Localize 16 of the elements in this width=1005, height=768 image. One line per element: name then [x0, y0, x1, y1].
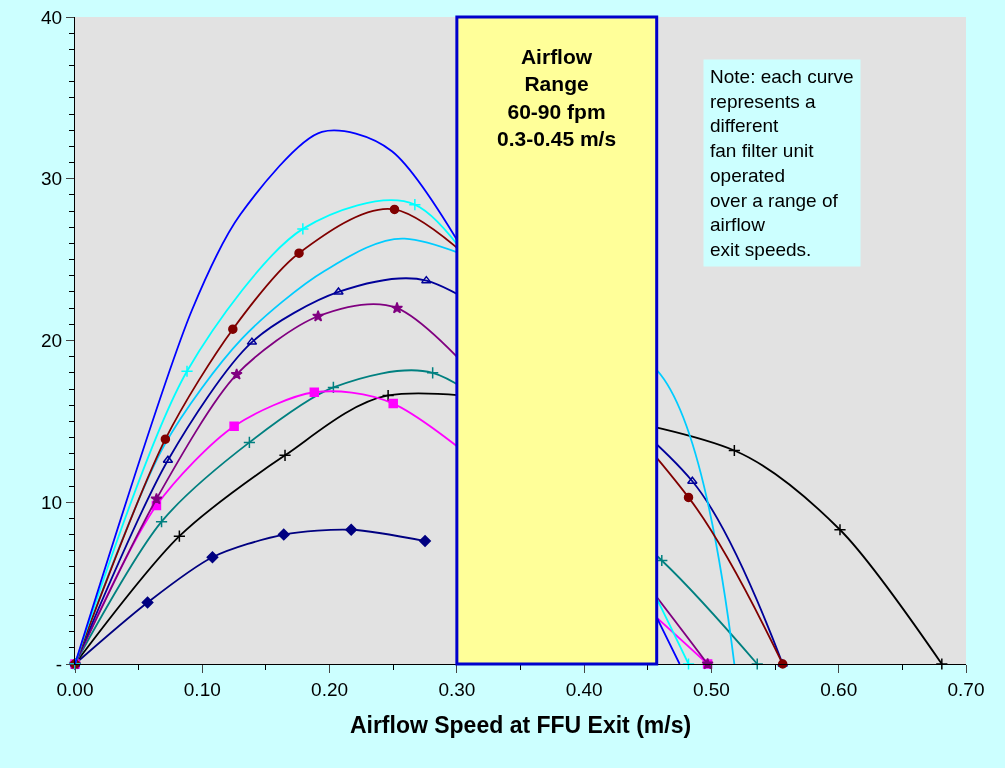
x-tick-label: 0.70 — [947, 678, 985, 700]
x-tick-label: 0.50 — [692, 678, 730, 700]
x-tick-label: 0.60 — [820, 678, 858, 700]
y-tick-label: 20 — [41, 330, 63, 352]
band-label: Airflow Range 60-90 fpm 0.3-0.45 m/s — [497, 45, 617, 150]
annotation: Note: each curve represents a different fan filter unit operated over a range of airflow exit speeds. — [710, 66, 854, 260]
x-tick-label: 0.00 — [56, 678, 94, 700]
y-tick-label: - — [55, 653, 63, 675]
y-tick-label: 10 — [41, 491, 63, 513]
x-tick-label: 0.30 — [438, 678, 476, 700]
y-tick-label: 30 — [41, 168, 63, 190]
x-axis-title: Airflow Speed at FFU Exit (m/s) — [349, 712, 692, 739]
x-tick-label: 0.20 — [311, 678, 349, 700]
y-tick-label: 40 — [41, 6, 63, 28]
x-tick-label: 0.10 — [183, 678, 221, 700]
x-tick-label: 0.40 — [565, 678, 603, 700]
